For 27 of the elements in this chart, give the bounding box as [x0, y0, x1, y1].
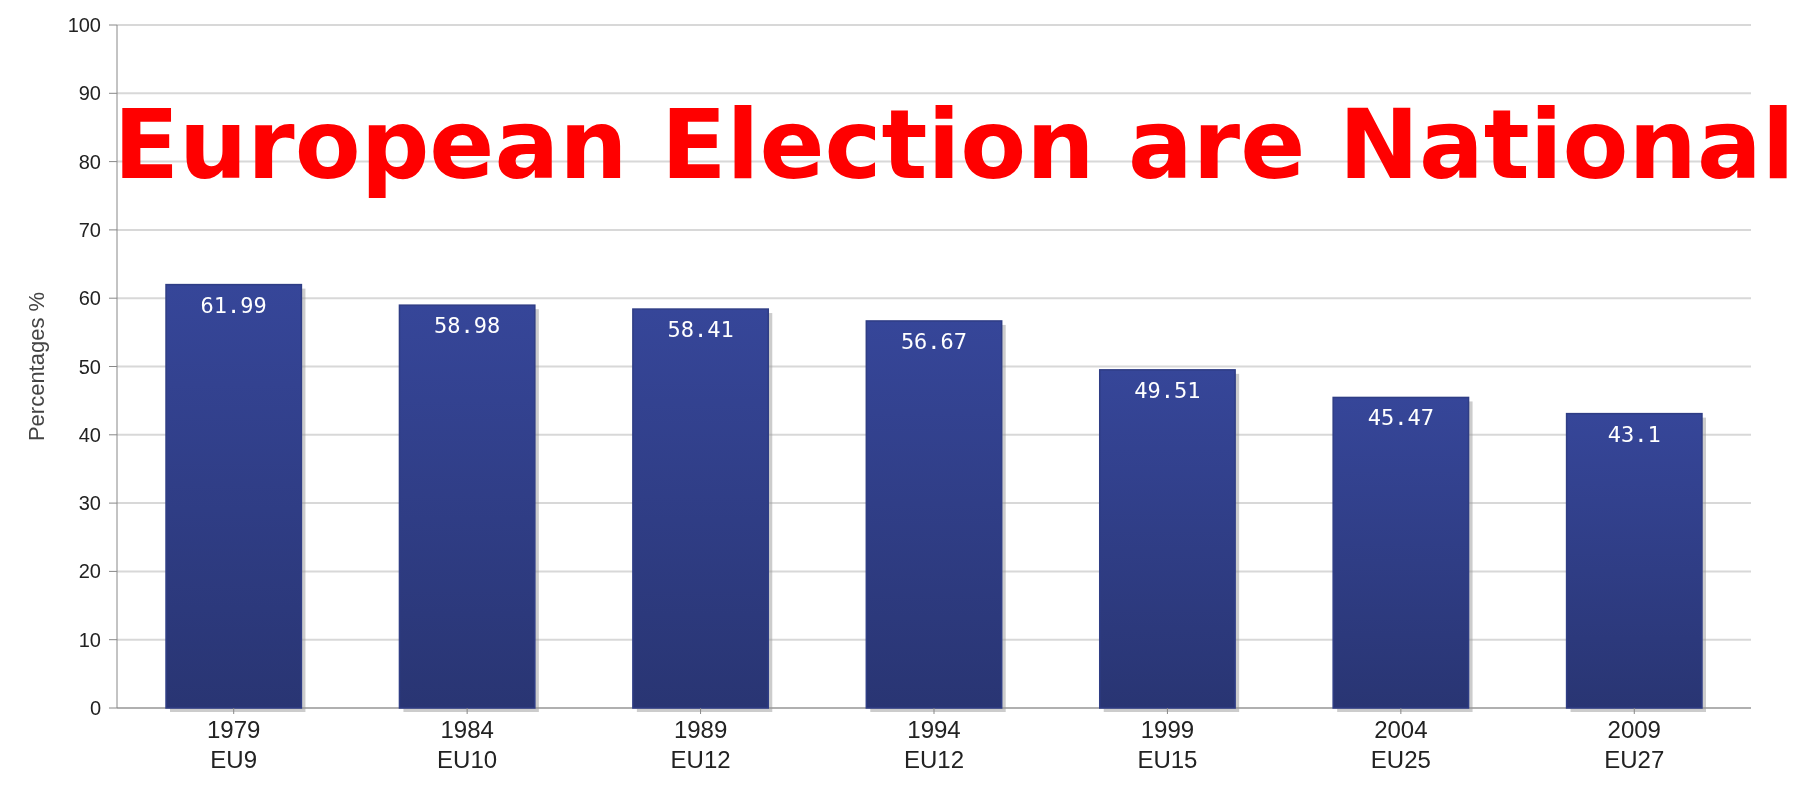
- x-tick-label: 2009 EU27: [1604, 716, 1665, 773]
- data-label: 43.1: [1607, 421, 1661, 447]
- y-tick-label: 10: [78, 628, 101, 651]
- x-tick-label: 1999 EU15: [1137, 716, 1198, 773]
- data-label: 45.47: [1367, 405, 1434, 431]
- data-label: 56.67: [900, 328, 968, 354]
- y-tick-label: 90: [78, 82, 101, 105]
- x-tick-label: 1979 EU9: [207, 716, 261, 773]
- y-tick-label: 100: [67, 14, 101, 36]
- data-label: 58.98: [434, 313, 501, 339]
- x-tick-label: 2004 EU25: [1370, 716, 1431, 773]
- x-tick-label: 1984 EU10: [437, 716, 498, 773]
- text: European Election are National: [113, 89, 1795, 201]
- data-label: 61.99: [200, 292, 267, 318]
- y-tick-label: 60: [78, 287, 101, 310]
- x-tick-label: 1994 EU12: [903, 716, 965, 773]
- data-label: 58.41: [667, 317, 734, 343]
- data-label: 49.51: [1134, 377, 1201, 403]
- y-tick-label: 30: [78, 492, 101, 515]
- y-tick-label: 0: [89, 697, 101, 719]
- x-tick-label: 1989 EU12: [670, 716, 731, 773]
- y-tick-label: 70: [78, 218, 101, 241]
- y-tick-label: 40: [78, 423, 101, 446]
- y-axis-title: Percentages %: [24, 291, 49, 442]
- y-tick-label: 50: [78, 355, 101, 378]
- y-tick-label: 80: [78, 150, 101, 173]
- y-tick-label: 20: [78, 560, 101, 583]
